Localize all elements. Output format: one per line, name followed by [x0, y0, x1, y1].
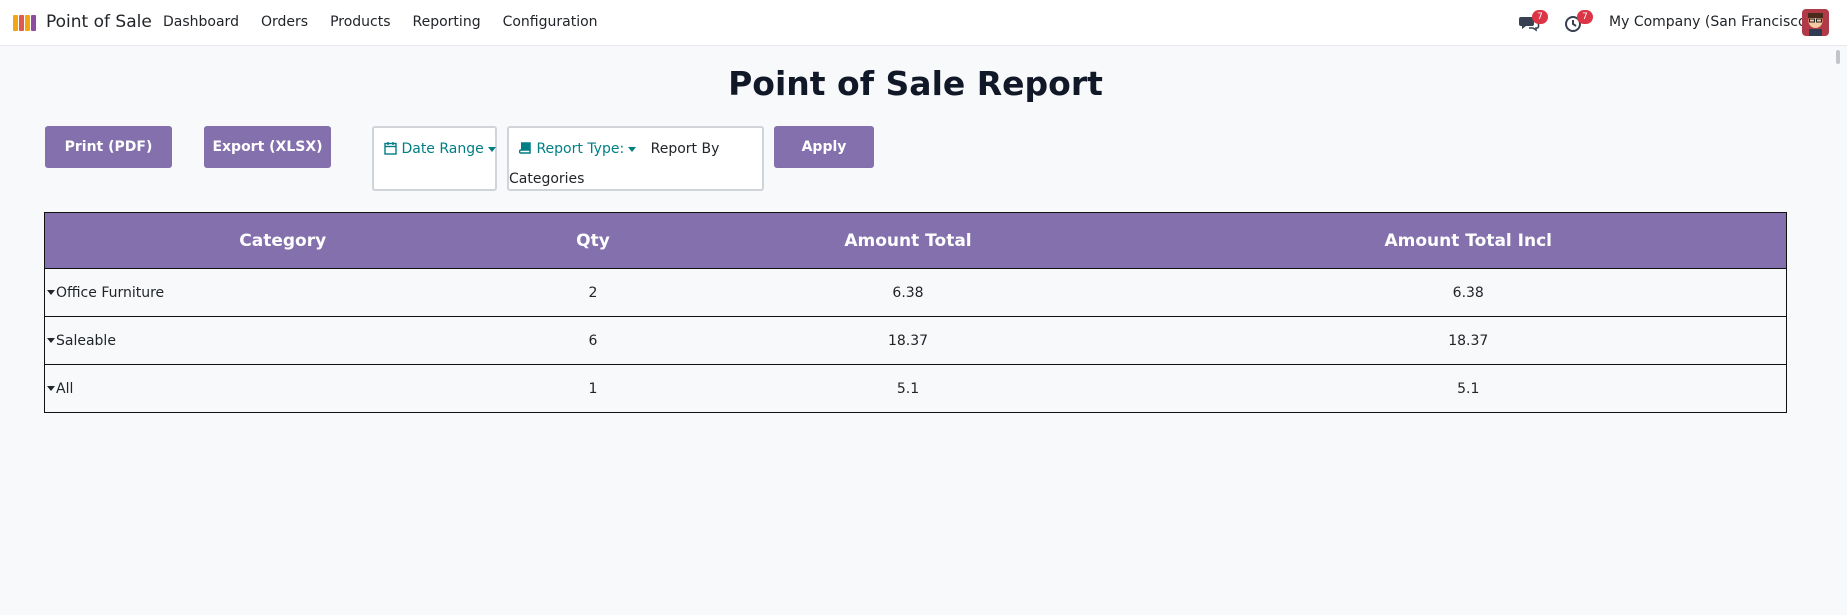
column-header-qty[interactable]: Qty	[520, 212, 666, 269]
menu-item-products[interactable]: Products	[330, 14, 391, 30]
menu-item-orders[interactable]: Orders	[260, 14, 309, 30]
app-name[interactable]: Point of Sale	[46, 12, 152, 32]
calendar-icon	[384, 141, 397, 159]
qty-cell: 1	[520, 364, 666, 413]
date-range-dropdown[interactable]: Date Range	[384, 141, 496, 159]
date-range-filter[interactable]: Date Range	[372, 126, 497, 191]
book-icon	[518, 141, 532, 159]
report-type-dropdown[interactable]: Report Type: Report By	[518, 141, 720, 159]
amount-total-cell: 6.38	[665, 268, 1151, 317]
report-type-label: Report Type:	[536, 141, 625, 157]
amount-total-cell: 5.1	[665, 364, 1151, 413]
table-row[interactable]: Office Furniture 2 6.38 6.38	[44, 268, 1787, 317]
table-row[interactable]: All 1 5.1 5.1	[44, 364, 1787, 413]
main-menu: Dashboard Orders Products Reporting Conf…	[163, 14, 598, 30]
amount-total-incl-cell: 18.37	[1150, 316, 1787, 365]
caret-down-icon[interactable]	[47, 290, 55, 295]
scrollbar-thumb[interactable]	[1836, 50, 1840, 64]
qty-cell: 2	[520, 268, 666, 317]
top-navbar: Point of Sale Dashboard Orders Products …	[0, 0, 1847, 46]
column-header-amount-total[interactable]: Amount Total	[665, 212, 1151, 269]
report-table: Category Qty Amount Total Amount Total I…	[44, 212, 1787, 413]
page-title: Point of Sale Report	[728, 64, 1103, 103]
clock-icon[interactable]	[1563, 12, 1585, 34]
chevron-down-icon	[628, 146, 637, 152]
category-cell[interactable]: Saleable	[44, 316, 521, 365]
column-header-amount-total-incl[interactable]: Amount Total Incl	[1150, 212, 1787, 269]
category-cell[interactable]: All	[44, 364, 521, 413]
table-header-row: Category Qty Amount Total Amount Total I…	[44, 212, 1787, 269]
category-name: Office Furniture	[56, 284, 165, 301]
date-range-label: Date Range	[401, 141, 484, 157]
caret-down-icon[interactable]	[47, 338, 55, 343]
avatar[interactable]	[1802, 9, 1829, 36]
category-name: Saleable	[56, 332, 116, 349]
table-row[interactable]: Saleable 6 18.37 18.37	[44, 316, 1787, 365]
column-header-category[interactable]: Category	[44, 212, 521, 269]
report-type-value: Report By	[650, 141, 720, 157]
menu-item-reporting[interactable]: Reporting	[412, 14, 481, 30]
menu-item-configuration[interactable]: Configuration	[502, 14, 598, 30]
pos-store-icon[interactable]	[12, 13, 38, 33]
apply-button[interactable]: Apply	[774, 126, 874, 168]
chevron-down-icon	[487, 146, 496, 152]
report-type-value-continued: Categories	[509, 171, 585, 187]
caret-down-icon[interactable]	[47, 386, 55, 391]
vertical-scrollbar[interactable]	[1831, 46, 1847, 615]
messages-count-badge: 7	[1532, 10, 1548, 24]
company-switcher[interactable]: My Company (San Francisco)	[1609, 14, 1812, 30]
amount-total-incl-cell: 6.38	[1150, 268, 1787, 317]
menu-item-dashboard[interactable]: Dashboard	[163, 14, 239, 30]
amount-total-incl-cell: 5.1	[1150, 364, 1787, 413]
print-pdf-button[interactable]: Print (PDF)	[45, 126, 172, 168]
export-xlsx-button[interactable]: Export (XLSX)	[204, 126, 331, 168]
category-cell[interactable]: Office Furniture	[44, 268, 521, 317]
category-name: All	[56, 380, 74, 397]
amount-total-cell: 18.37	[665, 316, 1151, 365]
activities-count-badge: 7	[1577, 10, 1593, 24]
qty-cell: 6	[520, 316, 666, 365]
report-type-filter[interactable]: Report Type: Report By Categories	[507, 126, 764, 191]
